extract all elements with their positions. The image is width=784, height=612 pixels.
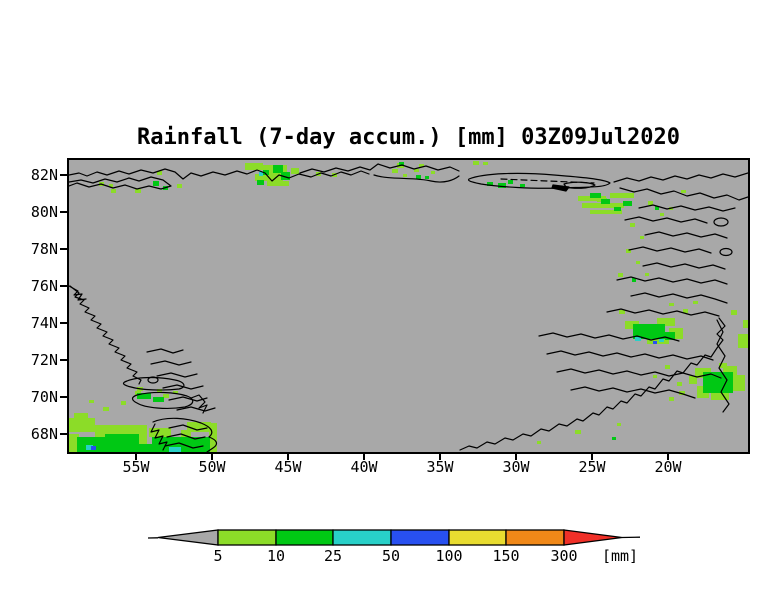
lat-tick [60,211,68,213]
lat-tick [60,396,68,398]
lon-label-45W: 45W [274,458,302,476]
lon-label-30W: 30W [502,458,530,476]
lon-label-25W: 25W [578,458,606,476]
lat-tick [60,359,68,361]
colorbar [147,529,641,546]
rain-shading-50-100mm [91,341,657,450]
colorbar-arrow-above-max [563,529,623,546]
lon-label-50W: 50W [198,458,226,476]
colorbar-label-5: 5 [213,547,223,565]
lon-tick [591,453,593,460]
lat-label-80N: 80N [30,203,58,221]
lat-label-82N: 82N [30,166,58,184]
map-area [69,160,748,452]
lon-tick [667,453,669,460]
colorbar-label-10: 10 [266,547,286,565]
lon-label-20W: 20W [654,458,682,476]
colorbar-label-25: 25 [323,547,343,565]
colorbar-unit-label: [mm] [601,547,639,565]
lon-tick [515,453,517,460]
colorbar-label-150: 150 [492,547,520,565]
lat-label-78N: 78N [30,240,58,258]
lat-label-74N: 74N [30,314,58,332]
plot-title: Rainfall (7-day accum.) [mm] 03Z09Jul202… [136,125,681,150]
map-canvas [69,160,748,452]
colorbar-arrow-below-min [157,529,219,546]
lat-label-72N: 72N [30,351,58,369]
lat-tick [60,322,68,324]
colorbar-label-300: 300 [550,547,578,565]
lat-tick [60,433,68,435]
lat-tick [60,174,68,176]
lon-label-55W: 55W [122,458,150,476]
rain-shading-25-50mm [86,172,664,452]
coastlines [69,163,748,452]
lat-label-76N: 76N [30,277,58,295]
lon-tick [135,453,137,460]
lon-tick [439,453,441,460]
lon-label-40W: 40W [350,458,378,476]
colorbar-label-100: 100 [435,547,463,565]
colorbar-label-50: 50 [381,547,401,565]
lon-label-35W: 35W [426,458,454,476]
lon-tick [211,453,213,460]
lat-label-68N: 68N [30,425,58,443]
lon-tick [287,453,289,460]
lat-tick [60,248,68,250]
lon-tick [363,453,365,460]
lat-label-70N: 70N [30,388,58,406]
lat-tick [60,285,68,287]
